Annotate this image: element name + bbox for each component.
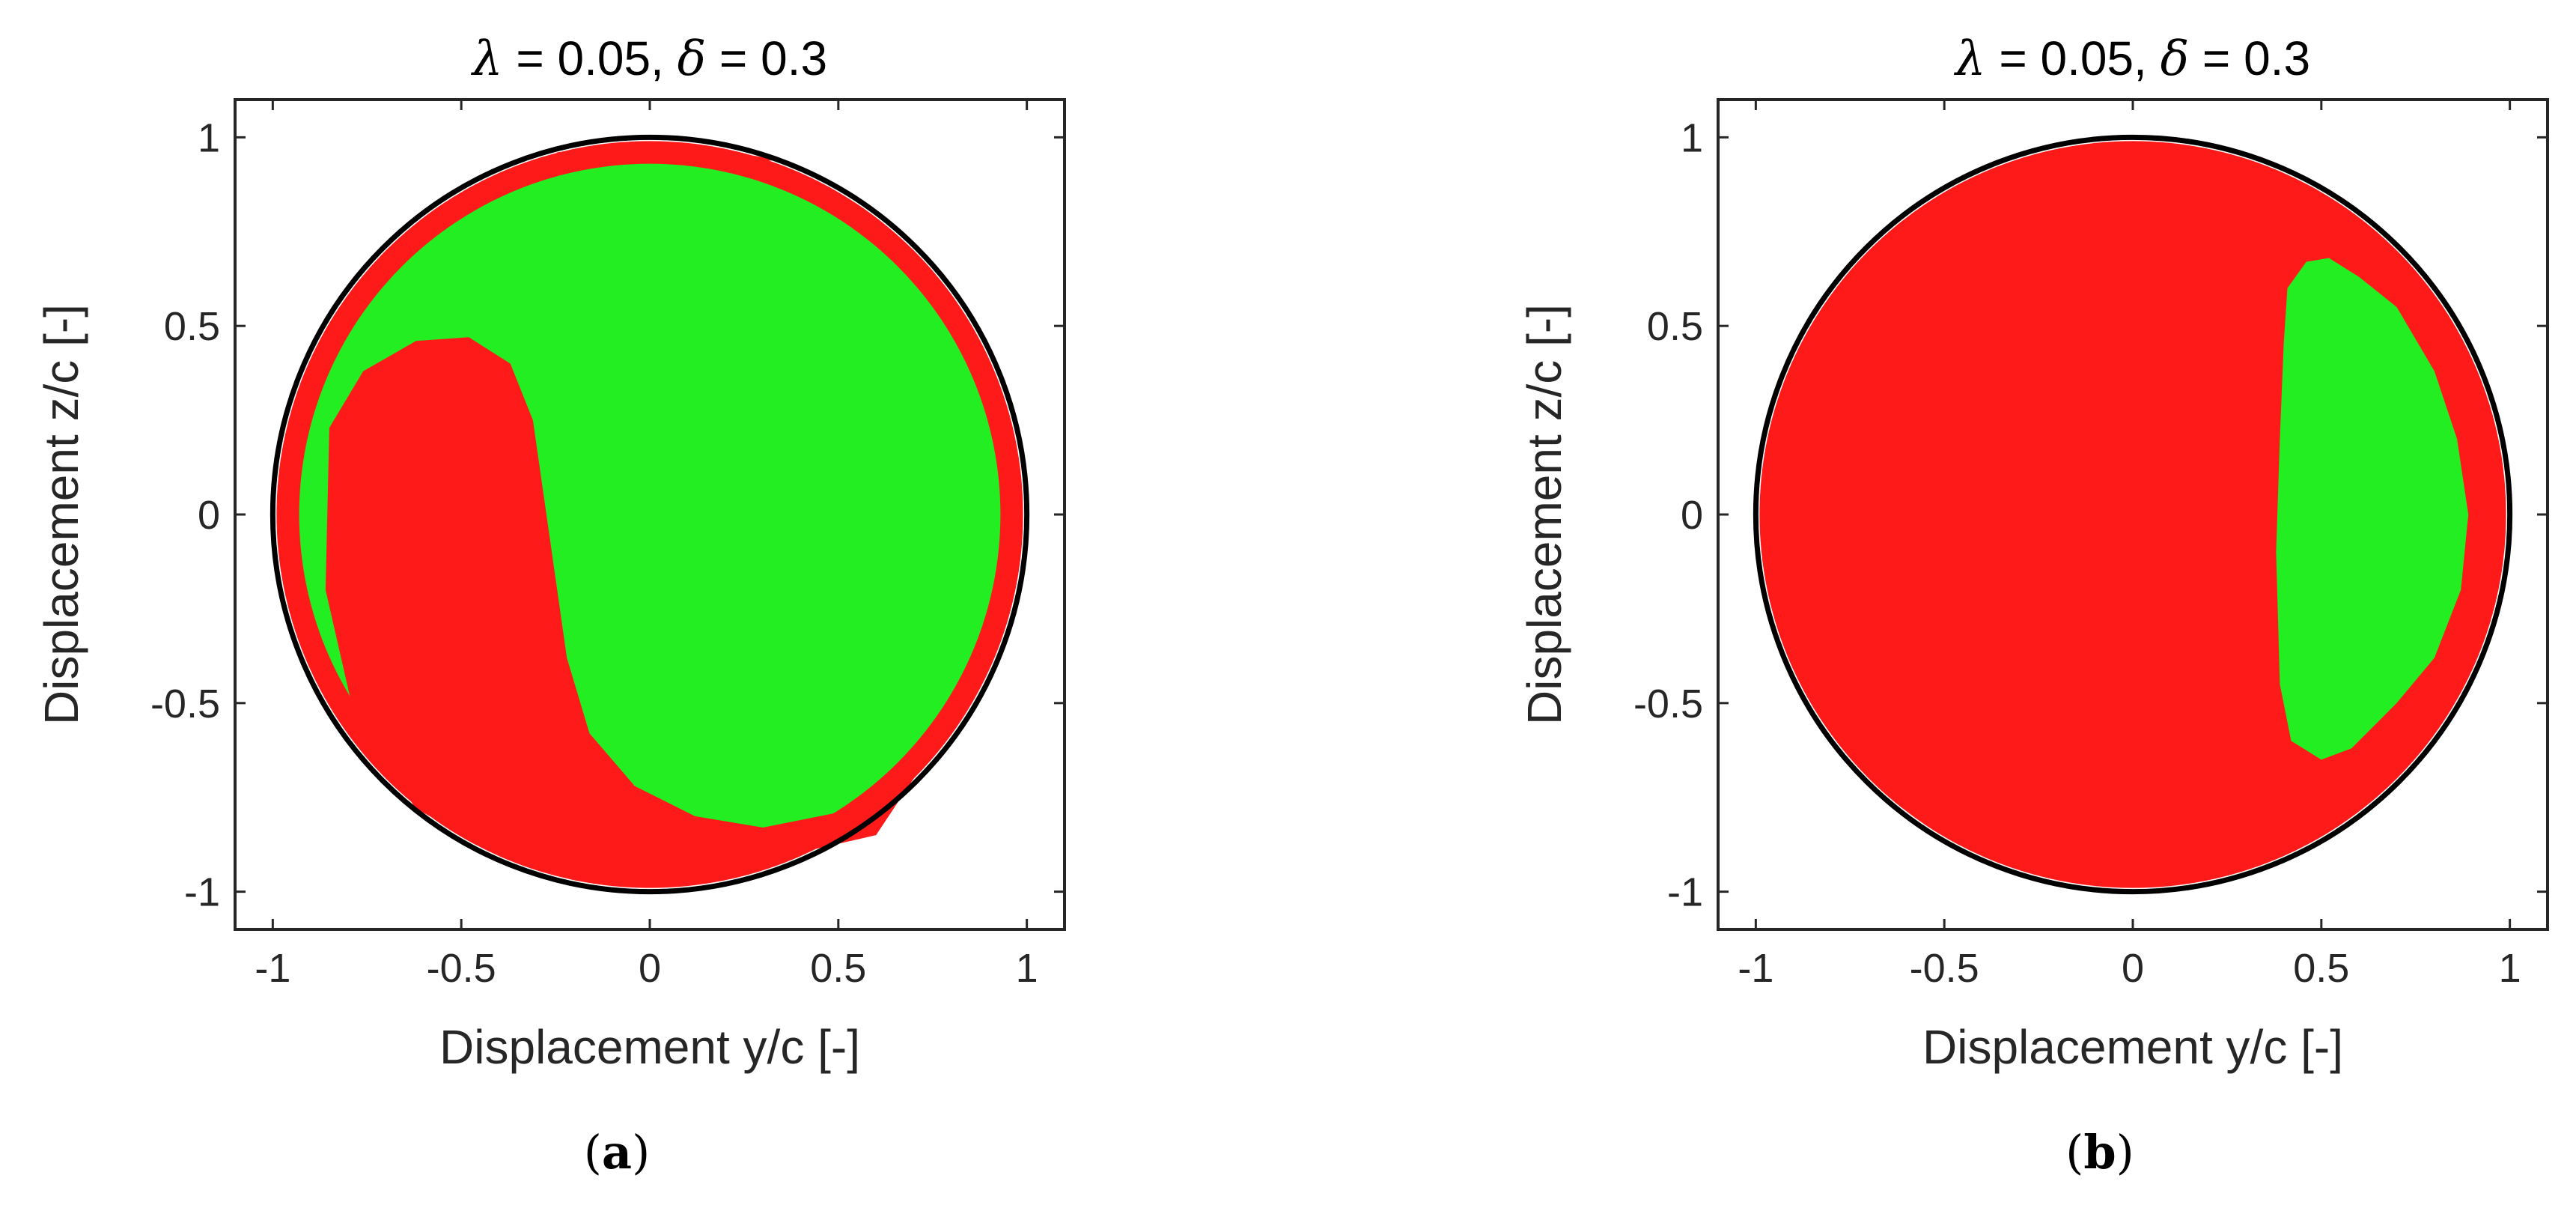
lambda-value: = 0.05, xyxy=(1986,31,2161,85)
delta-value: = 0.3 xyxy=(706,31,827,85)
tick-layer: -1 -0.5 0 0.5 1 -1 -0.5 0 0.5 1 xyxy=(1633,100,2548,991)
red-region-3 xyxy=(341,148,575,307)
y-axis-label: Displacement z/c [-] xyxy=(34,304,88,725)
y-tick-label: -0.5 xyxy=(150,682,220,726)
y-axis-label: Displacement z/c [-] xyxy=(1517,304,1571,725)
caption-close: ) xyxy=(2116,1125,2134,1180)
region-layer xyxy=(1759,141,2506,888)
caption-letter: a xyxy=(602,1125,632,1180)
delta-value: = 0.3 xyxy=(2189,31,2310,85)
caption-close: ) xyxy=(632,1125,650,1180)
y-tick-label: 0.5 xyxy=(164,304,220,349)
x-tick-label: 1 xyxy=(1016,946,1038,991)
panel-caption: (b) xyxy=(2065,1125,2134,1180)
x-tick-label: 1 xyxy=(2499,946,2521,991)
x-tick-label: 0 xyxy=(2122,946,2144,991)
red-region-2 xyxy=(325,337,914,873)
panel-b: -1 -0.5 0 0.5 1 -1 -0.5 0 0.5 1 λ = 0.05, δ = 0.3… xyxy=(1517,31,2549,1180)
caption-letter: b xyxy=(2083,1125,2116,1180)
caption-open: ( xyxy=(2065,1125,2083,1180)
green-region-1 xyxy=(2276,258,2469,760)
delta-symbol: δ xyxy=(2161,31,2190,87)
x-tick-label: 0 xyxy=(639,946,661,991)
x-tick-label: -0.5 xyxy=(1910,946,1979,991)
panel-a: -1 -0.5 0 0.5 1 -1 -0.5 0 0.5 1 λ = 0.05, δ = 0.3… xyxy=(34,31,1066,1180)
lambda-value: = 0.05, xyxy=(503,31,678,85)
caption-open: ( xyxy=(584,1125,602,1180)
x-tick-label: -1 xyxy=(1738,946,1773,991)
x-axis-label: Displacement y/c [-] xyxy=(439,1020,860,1074)
delta-symbol: δ xyxy=(678,31,707,87)
tick-layer: -1 -0.5 0 0.5 1 -1 -0.5 0 0.5 1 xyxy=(150,100,1065,991)
y-tick-label: -1 xyxy=(184,870,220,915)
red-region-4 xyxy=(555,142,782,164)
boundary-circle-layer xyxy=(270,134,1030,895)
lambda-symbol: λ xyxy=(470,31,503,87)
x-axis-label: Displacement y/c [-] xyxy=(1922,1020,2343,1074)
x-tick-label: -1 xyxy=(255,946,290,991)
y-tick-label: 0.5 xyxy=(1647,304,1703,349)
x-tick-label: 0.5 xyxy=(810,946,866,991)
boundary-circle xyxy=(270,134,1030,895)
boundary-circle-layer xyxy=(1753,134,2513,895)
region-layer xyxy=(276,141,1023,888)
y-tick-label: 1 xyxy=(1681,115,1703,160)
y-tick-label: 0 xyxy=(198,493,220,538)
boundary-circle xyxy=(1753,134,2513,895)
panel-caption: (a) xyxy=(584,1125,651,1180)
x-tick-label: 0.5 xyxy=(2293,946,2349,991)
y-tick-label: -0.5 xyxy=(1633,682,1703,726)
chart-title: λ = 0.05, δ = 0.3 xyxy=(1953,31,2310,87)
y-tick-label: 0 xyxy=(1681,493,1703,538)
chart-title: λ = 0.05, δ = 0.3 xyxy=(470,31,827,87)
y-tick-label: -1 xyxy=(1667,870,1703,915)
y-tick-label: 1 xyxy=(198,115,220,160)
x-tick-label: -0.5 xyxy=(427,946,496,991)
lambda-symbol: λ xyxy=(1953,31,1986,87)
